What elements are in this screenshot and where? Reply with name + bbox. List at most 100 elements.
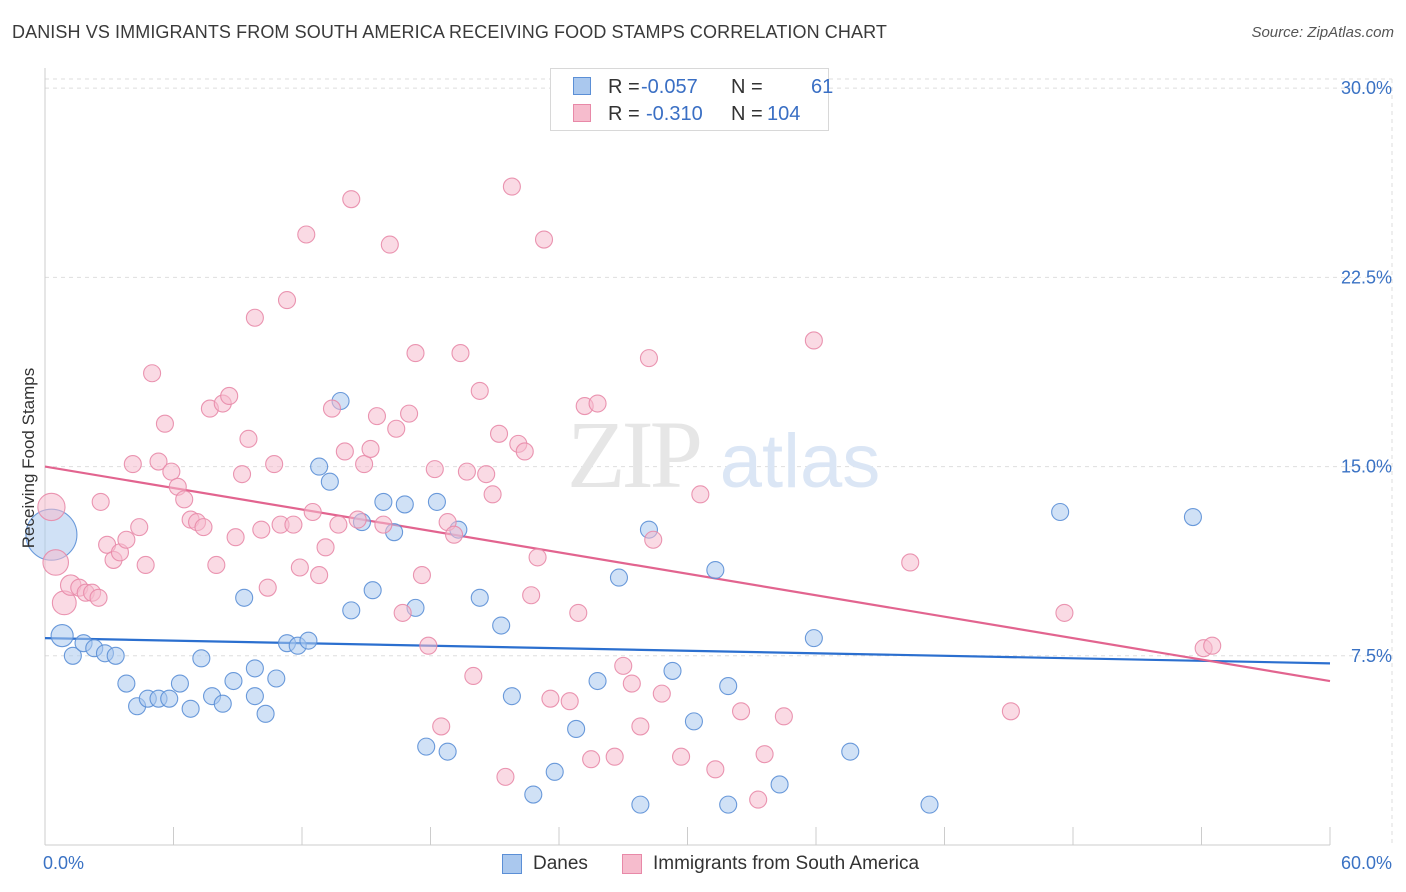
immigrants-point [130, 518, 149, 537]
immigrants-point [252, 520, 271, 539]
danes-point [524, 785, 543, 804]
immigrants-point [136, 555, 155, 575]
immigrants-point [316, 538, 335, 557]
immigrants-point [425, 460, 444, 479]
danes-point [245, 659, 264, 678]
danes-point [256, 704, 275, 723]
immigrants-point [445, 525, 464, 544]
immigrants-point [149, 452, 168, 471]
immigrants-point [348, 510, 367, 529]
y-tick-label: 15.0% [1341, 457, 1392, 477]
danes-point [684, 712, 703, 731]
immigrants-point [496, 767, 515, 786]
immigrants-swatch [622, 854, 642, 874]
immigrants-point [393, 603, 412, 622]
axis-labels: 7.5% 15.0% 22.5% 30.0% 0.0% 60.0% Receiving Fo… [19, 78, 1392, 873]
r-value: -0.057 [641, 76, 698, 98]
immigrants-point [322, 399, 342, 418]
trend-lines [44, 465, 1331, 683]
immigrants-point [731, 702, 751, 721]
immigrants-point [162, 462, 181, 481]
immigrants-point [117, 530, 136, 549]
danes-point [1051, 502, 1070, 522]
immigrants-point [477, 465, 496, 484]
immigrants-point [622, 674, 641, 693]
n-value: 61 [811, 76, 834, 98]
danes-point [545, 762, 564, 781]
danes-point [299, 631, 318, 650]
immigrants-point [239, 429, 258, 448]
immigrants-point [464, 666, 483, 686]
danes-point [719, 795, 738, 814]
immigrants-point [522, 586, 541, 605]
immigrants-point [220, 386, 239, 406]
immigrants-point [37, 492, 66, 522]
immigrants-point [91, 492, 110, 511]
immigrants-point [143, 364, 162, 383]
danes-trend-line [44, 637, 1331, 665]
immigrants-point [1055, 603, 1074, 622]
immigrants-point [672, 747, 691, 766]
immigrants-point [652, 684, 671, 703]
danes-point [609, 568, 629, 587]
immigrants-point [804, 331, 823, 350]
immigrants-point [588, 394, 607, 413]
immigrants-point [355, 455, 374, 474]
immigrants-point [639, 349, 659, 368]
y-tick-label: 22.5% [1341, 267, 1392, 287]
immigrants-point [155, 414, 174, 433]
immigrants-point [400, 404, 419, 423]
r-value: -0.310 [646, 103, 703, 125]
immigrants-point [451, 344, 470, 363]
danes-point [181, 699, 200, 718]
immigrants-point [631, 717, 650, 736]
x-tick-label: 60.0% [1341, 853, 1392, 873]
danes-point [804, 629, 823, 648]
immigrants-point [502, 177, 521, 196]
immigrants-point [226, 528, 245, 547]
danes-point [438, 742, 457, 761]
danes-point [50, 624, 74, 648]
immigrants-point [901, 553, 920, 572]
danes-point [117, 674, 136, 693]
immigrants-point [534, 230, 554, 249]
immigrants-point [644, 530, 663, 549]
immigrants-point [691, 485, 710, 504]
watermark-atlas: atlas [720, 419, 881, 504]
danes-swatch [573, 77, 591, 95]
danes-point [192, 649, 211, 668]
danes-point [631, 795, 650, 814]
immigrants-point [528, 548, 547, 567]
immigrants-point [303, 502, 322, 522]
immigrants-point [749, 790, 768, 809]
danes-point [770, 775, 789, 794]
immigrants-point [1001, 702, 1020, 721]
danes-point [170, 674, 189, 693]
immigrants-point [175, 490, 194, 509]
danes-point [502, 687, 521, 706]
watermark-zip: ZIP [567, 401, 700, 508]
danes-point [310, 457, 329, 476]
n-value: 104 [767, 103, 801, 125]
immigrants-point [290, 558, 309, 577]
danes-point [363, 581, 382, 600]
danes-point [342, 601, 361, 620]
danes-point [235, 588, 254, 607]
y-axis-title: Receiving Food Stamps [19, 368, 38, 548]
y-tick-label: 7.5% [1351, 646, 1392, 666]
danes-point [706, 560, 725, 580]
grid-lines [45, 78, 1393, 845]
immigrants-point [560, 692, 579, 711]
immigrants-point [582, 750, 601, 769]
immigrants-point [123, 455, 142, 474]
immigrants-point [374, 515, 393, 534]
danes-point [492, 616, 511, 635]
danes-point [106, 646, 125, 665]
legend-label: Danes [533, 853, 588, 874]
danes-point [267, 669, 286, 688]
danes-point [63, 646, 82, 665]
danes-point [427, 492, 446, 511]
immigrants-point [515, 442, 534, 461]
danes-point [160, 689, 179, 708]
